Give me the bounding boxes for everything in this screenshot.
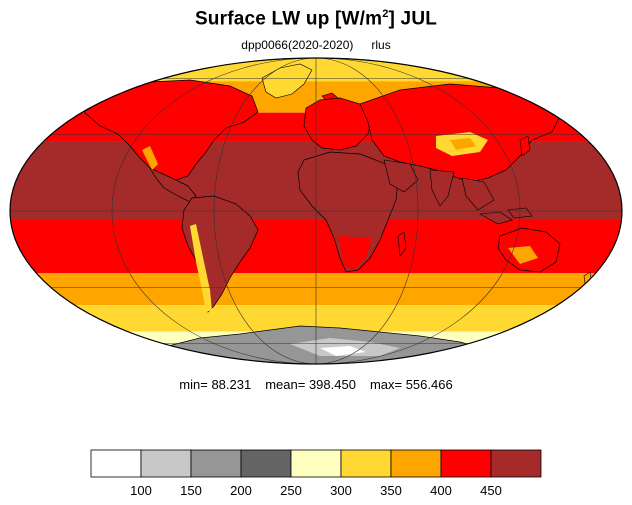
colorbar-swatch (390, 449, 442, 478)
colorbar-tick-label: 150 (180, 483, 202, 498)
chart-subtitle: dpp0066(2020-2020) rlus (0, 38, 632, 52)
southern-africa-region (338, 236, 372, 270)
colorbar (90, 449, 542, 478)
meridian-line (213, 57, 317, 365)
madagascar-region (397, 231, 407, 257)
south-america-region (181, 195, 259, 313)
variable-label: rlus (371, 38, 391, 52)
colorbar-tick-label: 300 (330, 483, 352, 498)
colorbar-tick-label: 200 (230, 483, 252, 498)
meridian-line (315, 57, 521, 365)
mean-value: mean= 398.450 (265, 377, 356, 392)
colorbar-swatch (240, 449, 292, 478)
summary-stats: min= 88.231 mean= 398.450 max= 556.466 (0, 377, 632, 392)
title-suffix: ] JUL (388, 8, 438, 30)
experiment-label: dpp0066(2020-2020) (241, 38, 354, 52)
colorbar-swatch (490, 449, 542, 478)
max-value: max= 556.466 (369, 377, 453, 392)
colorbar-tick-label: 400 (430, 483, 452, 498)
title-text: Surface LW up [W/m (194, 8, 383, 30)
colorbar-tick-label: 250 (280, 483, 302, 498)
andes-region (190, 224, 212, 312)
world-map (9, 57, 623, 365)
africa-region (297, 151, 399, 273)
meridian-line (111, 57, 317, 365)
colorbar-tick-label: 350 (380, 483, 402, 498)
europe-region (303, 97, 373, 151)
title-superscript: 2 (382, 8, 389, 20)
greenland-region (261, 63, 313, 99)
colorbar-swatch (190, 449, 242, 478)
chart-title: Surface LW up [W/m2] JUL (0, 8, 632, 30)
antarctica-interior-region (320, 346, 366, 356)
colorbar-swatch (90, 449, 142, 478)
meridian-line (315, 57, 419, 365)
colorbar-swatch (340, 449, 392, 478)
tibet-core-region (450, 138, 476, 150)
australia-interior-region (508, 246, 538, 264)
north-america-region (83, 79, 259, 181)
india-region (429, 169, 455, 207)
rockies-region (142, 146, 158, 170)
colorbar-swatch (290, 449, 342, 478)
arabia-region (383, 159, 419, 193)
graticule (10, 57, 622, 365)
globe-outline (9, 57, 623, 365)
colorbar-swatch (440, 449, 492, 478)
southeast-asia-region (461, 177, 495, 211)
min-value: min= 88.231 (179, 377, 252, 392)
colorbar-swatch (140, 449, 192, 478)
colorbar-tick-label: 450 (480, 483, 502, 498)
colorbar-tick-label: 100 (130, 483, 152, 498)
japan-region (519, 135, 531, 157)
